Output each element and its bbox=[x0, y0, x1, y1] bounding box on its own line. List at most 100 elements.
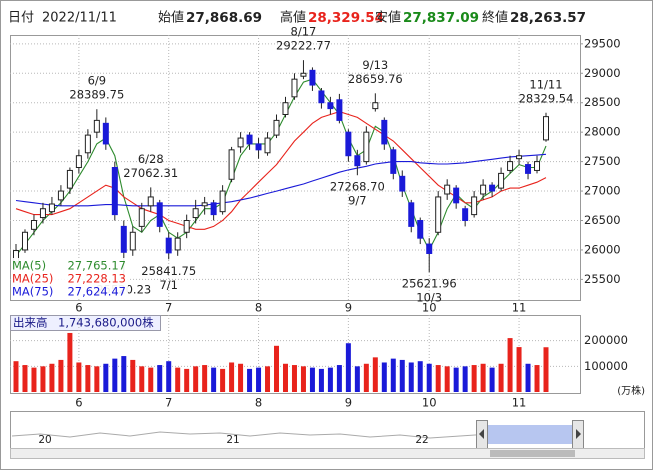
volume-bar bbox=[534, 365, 540, 392]
candle-body bbox=[165, 237, 172, 254]
candle-body bbox=[111, 167, 118, 216]
volume-bar bbox=[256, 367, 262, 392]
candle-body bbox=[354, 155, 361, 167]
volume-bar bbox=[471, 365, 477, 392]
annotation-date: 6/9 bbox=[88, 74, 107, 88]
candle-body bbox=[345, 131, 352, 157]
volume-bar bbox=[354, 366, 360, 392]
volume-bar bbox=[184, 368, 190, 392]
volume-bar bbox=[318, 368, 324, 392]
moving-average bbox=[15, 153, 547, 207]
volume-unit: (万株) bbox=[617, 384, 645, 397]
x-tick-label: 8 bbox=[255, 301, 262, 315]
volume-bar bbox=[103, 363, 109, 392]
x-tick-label: 7 bbox=[165, 396, 172, 410]
volume-bar bbox=[309, 367, 315, 392]
candle-body bbox=[426, 243, 433, 254]
volume-bar bbox=[40, 366, 46, 392]
x-tick-label: 11 bbox=[512, 396, 527, 410]
volume-bar bbox=[85, 365, 91, 392]
annotation-value: 29222.77 bbox=[276, 39, 331, 53]
volume-bar bbox=[157, 365, 163, 392]
volume-bar bbox=[238, 363, 244, 392]
volume-bar bbox=[67, 332, 73, 392]
y-tick-label: 28500 bbox=[584, 95, 621, 109]
y-tick-label: 29500 bbox=[584, 36, 621, 50]
annotation-value: 28389.75 bbox=[69, 88, 124, 102]
volume-label-box bbox=[10, 315, 161, 331]
candle-body bbox=[156, 202, 163, 227]
date-label: 日付 bbox=[8, 11, 34, 26]
left-arrow bbox=[479, 429, 484, 439]
volume-bar bbox=[399, 359, 405, 392]
candle-body bbox=[444, 184, 451, 195]
price-panel bbox=[10, 35, 581, 301]
candle-body bbox=[318, 90, 325, 104]
candle-body bbox=[30, 220, 37, 230]
x-tick-label: 10 bbox=[422, 396, 437, 410]
navigator-label: 22 bbox=[415, 434, 428, 446]
x-tick-label: 9 bbox=[345, 396, 352, 410]
candle-body bbox=[273, 119, 280, 136]
volume-bar bbox=[22, 365, 28, 392]
candle-body bbox=[237, 137, 244, 148]
x-tick-label: 6 bbox=[75, 301, 82, 315]
annotation-value: 28659.76 bbox=[348, 72, 403, 86]
legend-value: 27,228.13 bbox=[67, 272, 126, 286]
volume-bar bbox=[444, 366, 450, 392]
right-arrow bbox=[576, 429, 581, 439]
volume-label: 出来高 bbox=[13, 316, 48, 330]
annotation-date: 9/13 bbox=[362, 58, 388, 72]
volume-bar bbox=[274, 345, 280, 392]
candle-body bbox=[435, 196, 442, 233]
candle-body bbox=[507, 161, 514, 171]
y-tick-label: 27000 bbox=[584, 184, 621, 198]
annotation-date: 11/11 bbox=[529, 77, 562, 91]
candle-body bbox=[453, 187, 460, 204]
candle-body bbox=[75, 155, 82, 169]
navigator-selection[interactable] bbox=[487, 425, 572, 444]
volume-bar bbox=[13, 361, 19, 392]
volume-bar bbox=[247, 368, 253, 392]
legend-value: 27,624.47 bbox=[67, 285, 126, 299]
candle-body bbox=[201, 202, 208, 207]
volume-bar bbox=[516, 347, 522, 392]
volume-bar bbox=[265, 366, 271, 392]
x-tick-label: 9 bbox=[345, 301, 352, 315]
volume-bar bbox=[166, 361, 172, 392]
candle-body bbox=[372, 102, 379, 110]
candle-body bbox=[390, 149, 397, 174]
volume-bar bbox=[345, 343, 351, 392]
y-tick-label: 200000 bbox=[584, 333, 628, 347]
volume-bar bbox=[408, 362, 414, 392]
x-tick-label: 10 bbox=[422, 301, 437, 315]
volume-bar bbox=[58, 359, 64, 392]
candle-body bbox=[147, 196, 154, 207]
volume-bar bbox=[139, 366, 145, 392]
scrollbar[interactable] bbox=[10, 448, 645, 459]
candle-body bbox=[219, 190, 226, 213]
annotation-date: 8/17 bbox=[291, 25, 317, 39]
close-label: 終値 bbox=[482, 10, 508, 26]
volume-bar bbox=[372, 357, 378, 392]
candle-body bbox=[363, 131, 370, 163]
scrollbar-thumb[interactable] bbox=[490, 450, 575, 457]
y-tick-label: 26500 bbox=[584, 213, 621, 227]
annotation-date: 6/28 bbox=[138, 152, 164, 166]
navigator-label: 20 bbox=[38, 434, 51, 446]
y-tick-label: 100000 bbox=[584, 359, 628, 373]
annotation-date: 7/1 bbox=[159, 278, 178, 292]
volume-bar bbox=[417, 361, 423, 392]
candle-body bbox=[489, 184, 496, 192]
volume-bar bbox=[130, 359, 136, 392]
candle-body bbox=[516, 155, 523, 160]
volume-bar bbox=[525, 363, 531, 392]
volume-bar bbox=[327, 367, 333, 392]
candle-body bbox=[192, 208, 199, 219]
legend-value: 27,765.17 bbox=[67, 259, 126, 273]
annotation-value: 27062.31 bbox=[123, 166, 178, 180]
volume-bar bbox=[543, 347, 549, 392]
volume-bar bbox=[453, 367, 459, 392]
open-value: 27,868.69 bbox=[186, 10, 262, 26]
legend-box bbox=[11, 258, 128, 299]
